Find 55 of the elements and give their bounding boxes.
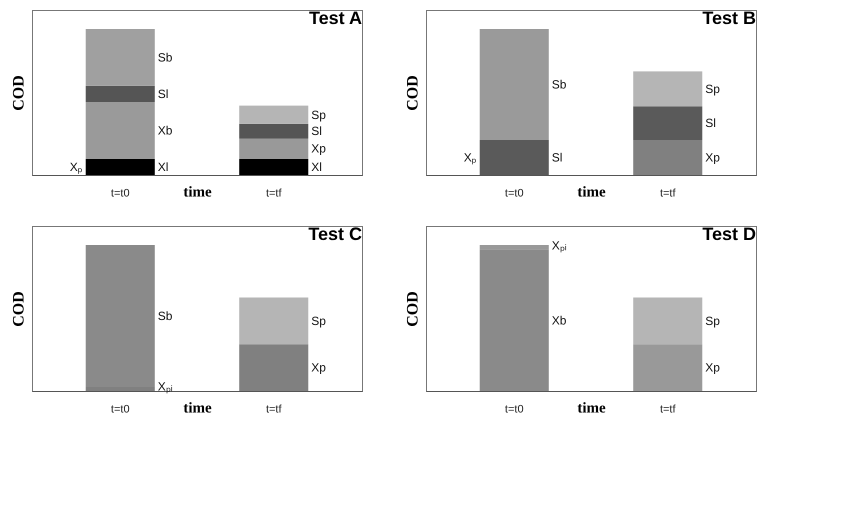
chart-title: Test B (702, 8, 756, 28)
series-label: Sb (552, 77, 567, 92)
bar (239, 138, 308, 159)
series-label: Sp (311, 314, 326, 328)
bar (239, 124, 308, 138)
x-tick-label: t=t0 (110, 404, 130, 416)
series-label: Sl (158, 86, 168, 101)
annotation: Xₚ (70, 160, 83, 174)
x-tick-label: t=t0 (504, 188, 524, 200)
series-label: Xb (158, 123, 173, 138)
series-label: Sl (552, 150, 562, 164)
chart-title: Test C (308, 224, 362, 244)
x-tick-label: t=tf (660, 404, 676, 416)
bar (480, 28, 549, 140)
bar (633, 140, 702, 175)
series-label: Xp (311, 360, 326, 375)
x-axis-title: time (183, 400, 212, 416)
bar (86, 102, 155, 159)
x-tick-label: t=t0 (504, 404, 524, 416)
series-label: Xₚᵢ (552, 238, 567, 252)
y-axis-title: COD (10, 75, 28, 111)
bar (86, 158, 155, 175)
bar (239, 158, 308, 175)
x-tick-label: t=t0 (110, 188, 130, 200)
series-label: Sp (705, 314, 720, 328)
series-label: Sp (311, 108, 326, 122)
bar (239, 106, 308, 124)
text: Sl (311, 124, 322, 138)
series-label: Xp (311, 142, 326, 156)
series-label: Sb (158, 309, 173, 324)
x-tick-label: t=tf (266, 188, 282, 200)
x-tick-label: t=tf (660, 188, 676, 200)
text: Sl (705, 116, 716, 130)
series-label: Sb (158, 50, 173, 64)
series-label: Xb (552, 313, 567, 328)
text: Xl (311, 160, 322, 174)
x-axis-title: time (183, 184, 212, 200)
x-axis-title: time (577, 184, 606, 200)
chart-title: Test D (702, 224, 756, 244)
series-label: Xₚᵢ (158, 380, 173, 394)
chart-title: Test A (308, 8, 362, 28)
annotation: Xₚ (464, 150, 477, 164)
bar (633, 106, 702, 140)
y-axis-title: COD (404, 291, 422, 327)
bar (86, 86, 155, 102)
bar (633, 71, 702, 106)
y-axis-title: COD (404, 75, 422, 111)
x-axis-title: time (577, 400, 606, 416)
series-label: Xl (158, 160, 168, 174)
series-label: Xp (705, 360, 720, 375)
bar (86, 28, 155, 86)
series-label: Sp (705, 82, 720, 96)
series-label: Xp (705, 150, 720, 164)
x-tick-label: t=tf (266, 404, 282, 416)
y-axis-title: COD (10, 291, 28, 327)
